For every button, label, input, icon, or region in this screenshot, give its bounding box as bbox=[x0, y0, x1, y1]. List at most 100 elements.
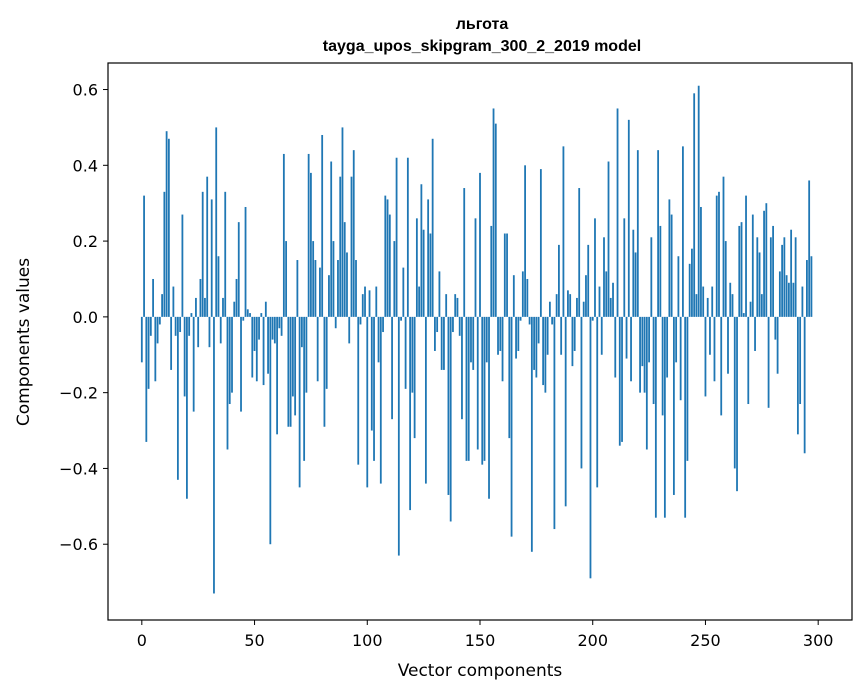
bar-216 bbox=[627, 119, 630, 317]
bar-55 bbox=[264, 301, 267, 317]
bar-221 bbox=[639, 316, 641, 393]
bar-67 bbox=[291, 316, 294, 397]
bar-276 bbox=[763, 210, 765, 317]
bar-122 bbox=[415, 218, 418, 317]
bar-93 bbox=[350, 176, 353, 317]
bar-123 bbox=[418, 286, 421, 317]
x-tick-label: 0 bbox=[137, 631, 147, 650]
bar-70 bbox=[298, 316, 301, 488]
bar-60 bbox=[276, 316, 278, 435]
bar-227 bbox=[652, 316, 655, 405]
bar-65 bbox=[287, 316, 290, 427]
bar-128 bbox=[429, 233, 432, 317]
bar-287 bbox=[787, 282, 790, 317]
bar-289 bbox=[792, 282, 795, 317]
y-axis-label: Components values bbox=[14, 258, 34, 426]
bar-167 bbox=[517, 316, 520, 351]
bar-190 bbox=[569, 294, 572, 317]
bar-239 bbox=[679, 316, 682, 401]
bar-127 bbox=[427, 199, 430, 317]
bar-177 bbox=[539, 169, 542, 317]
bar-278 bbox=[767, 316, 770, 408]
bar-261 bbox=[729, 282, 732, 317]
bar-257 bbox=[720, 316, 723, 416]
bar-144 bbox=[465, 316, 468, 461]
bar-280 bbox=[772, 225, 774, 317]
bar-260 bbox=[727, 316, 729, 374]
bar-131 bbox=[436, 316, 439, 333]
bar-194 bbox=[578, 188, 581, 317]
bar-267 bbox=[742, 313, 745, 317]
bar-252 bbox=[709, 316, 711, 355]
bar-22 bbox=[190, 313, 193, 317]
bar-153 bbox=[485, 316, 488, 363]
bar-245 bbox=[693, 93, 696, 317]
bar-136 bbox=[447, 316, 450, 495]
bar-179 bbox=[544, 316, 547, 393]
bar-129 bbox=[431, 138, 434, 317]
bar-30 bbox=[208, 316, 211, 348]
bar-84 bbox=[330, 161, 333, 317]
bar-104 bbox=[375, 286, 378, 317]
bar-149 bbox=[476, 316, 479, 450]
bar-274 bbox=[758, 252, 761, 317]
chart-title: льгота bbox=[456, 16, 509, 33]
bar-157 bbox=[494, 123, 497, 317]
bar-193 bbox=[576, 297, 578, 317]
bar-110 bbox=[388, 214, 391, 317]
bar-59 bbox=[273, 316, 276, 344]
bar-233 bbox=[666, 316, 669, 378]
bar-223 bbox=[643, 316, 646, 393]
bar-259 bbox=[724, 241, 727, 317]
bar-201 bbox=[594, 218, 596, 317]
bar-15 bbox=[174, 316, 177, 336]
bar-109 bbox=[386, 199, 389, 317]
y-tick-label: −0.4 bbox=[59, 459, 98, 478]
bar-77 bbox=[314, 260, 317, 317]
bar-12 bbox=[167, 138, 170, 317]
bar-64 bbox=[285, 241, 288, 317]
bar-80 bbox=[321, 134, 324, 317]
bar-63 bbox=[282, 153, 285, 317]
x-tick-label: 50 bbox=[244, 631, 264, 650]
bar-159 bbox=[499, 316, 502, 351]
bar-7 bbox=[156, 316, 159, 344]
bar-202 bbox=[596, 316, 599, 488]
bar-283 bbox=[778, 271, 781, 317]
bar-273 bbox=[756, 237, 759, 317]
bar-56 bbox=[267, 316, 269, 374]
bar-23 bbox=[192, 316, 195, 412]
bar-124 bbox=[420, 184, 423, 317]
bar-43 bbox=[237, 222, 240, 317]
bar-229 bbox=[657, 150, 660, 317]
bar-284 bbox=[781, 244, 784, 317]
bar-249 bbox=[702, 286, 705, 317]
bar-48 bbox=[249, 313, 251, 317]
bar-290 bbox=[794, 237, 797, 317]
bar-135 bbox=[445, 294, 448, 317]
bar-141 bbox=[458, 316, 461, 336]
bar-240 bbox=[682, 146, 684, 317]
bar-40 bbox=[231, 316, 233, 393]
bar-16 bbox=[176, 316, 179, 480]
bar-292 bbox=[799, 316, 802, 405]
bar-293 bbox=[801, 286, 804, 317]
bar-120 bbox=[411, 316, 414, 393]
bar-107 bbox=[382, 316, 384, 333]
bar-28 bbox=[204, 297, 206, 317]
bar-14 bbox=[172, 286, 175, 317]
bar-246 bbox=[695, 294, 698, 317]
bar-5 bbox=[152, 278, 154, 317]
bar-103 bbox=[373, 316, 375, 461]
bar-69 bbox=[296, 260, 299, 317]
bar-79 bbox=[319, 267, 321, 317]
bar-134 bbox=[443, 316, 445, 370]
bar-172 bbox=[528, 316, 531, 325]
bar-295 bbox=[806, 260, 808, 317]
bar-139 bbox=[454, 294, 457, 317]
bar-73 bbox=[305, 316, 308, 393]
bar-54 bbox=[262, 316, 265, 386]
bar-296 bbox=[808, 180, 811, 317]
y-tick-label: 0.0 bbox=[73, 308, 98, 327]
bar-116 bbox=[402, 267, 405, 317]
